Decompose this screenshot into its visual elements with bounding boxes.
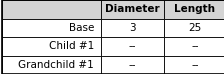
Text: --: --: [191, 60, 199, 70]
Bar: [2, 56, 101, 74]
Text: 25: 25: [188, 23, 202, 33]
Bar: [101, 56, 164, 74]
Bar: [101, 0, 164, 18]
Bar: [164, 18, 224, 37]
Bar: [164, 37, 224, 56]
Text: --: --: [128, 41, 136, 51]
Text: --: --: [128, 60, 136, 70]
Bar: [101, 37, 164, 56]
Text: 3: 3: [129, 23, 136, 33]
Text: Grandchild #1: Grandchild #1: [18, 60, 94, 70]
Bar: [2, 18, 101, 37]
Bar: [2, 0, 101, 18]
Bar: [101, 18, 164, 37]
Text: Length: Length: [174, 4, 215, 14]
Bar: [2, 37, 101, 56]
Bar: [164, 0, 224, 18]
Text: Base: Base: [69, 23, 94, 33]
Text: Child #1: Child #1: [49, 41, 94, 51]
Bar: [164, 56, 224, 74]
Text: Diameter: Diameter: [105, 4, 159, 14]
Text: --: --: [191, 41, 199, 51]
